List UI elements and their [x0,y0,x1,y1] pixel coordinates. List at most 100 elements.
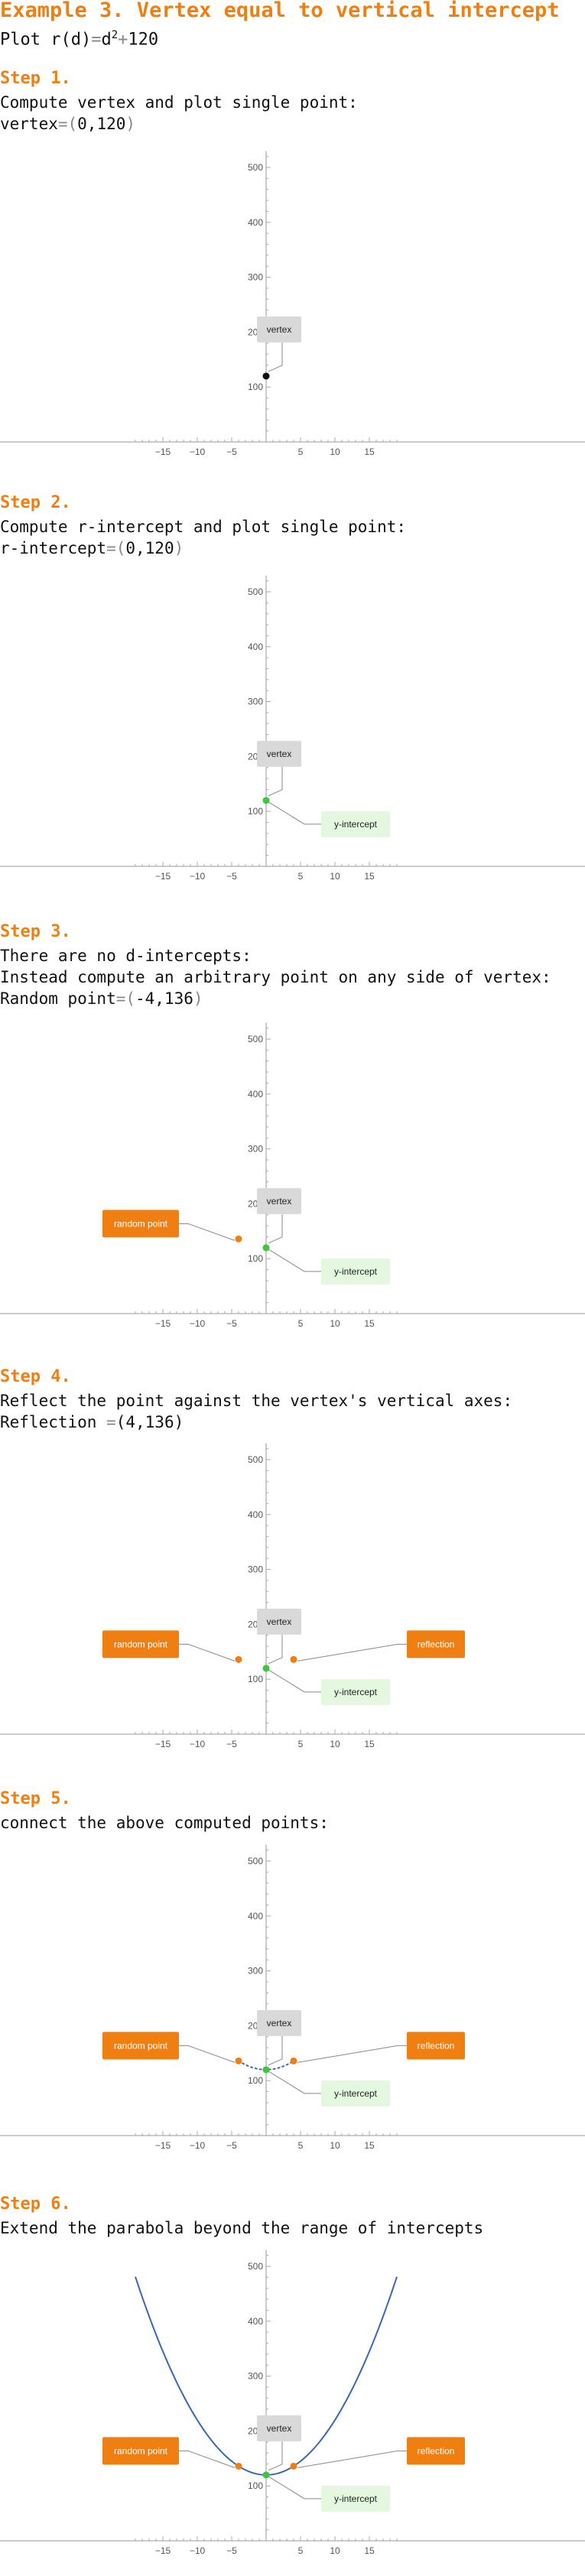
x-tick-label: 15 [364,1739,375,1749]
step-3-label: Step 3. [0,922,71,941]
x-tick-label: −10 [190,2140,206,2151]
intercept-label: y-intercept [334,819,378,830]
function-definition: Plot r(d)=d2+120 [0,29,158,49]
reflection-point [290,2057,297,2064]
intercept-leader-line [268,2476,321,2500]
text-segment: There are no d-intercepts: [0,947,252,965]
vertex-label-box [257,1187,301,1214]
x-tick-label: −10 [190,1739,206,1749]
random-label: random point [114,1218,168,1229]
intercept-label: y-intercept [334,1266,378,1277]
step-5-text-line: connect the above computed points: [0,1812,329,1834]
y-tick-label: 500 [248,1856,263,1866]
y-tick-label: 100 [248,2075,263,2086]
random-leader-line [179,2450,236,2468]
intercept-label: y-intercept [334,1687,378,1697]
text-segment: Reflection [0,1413,107,1431]
y-tick-label: 400 [248,2316,263,2327]
x-tick-label: −5 [226,871,237,882]
text-segment: = [106,1413,116,1431]
exponent: 2 [111,29,119,41]
y-tick-label: 300 [248,1966,263,1977]
reflection-label-box [407,2032,465,2060]
random-point [235,2462,242,2470]
y-tick-label: 400 [248,1089,263,1100]
random-label: random point [114,1639,168,1649]
random-label-box [102,2032,179,2060]
y-tick-label: 100 [248,2480,263,2491]
intercept-label-box [321,2485,390,2512]
intercept-label-box [321,2080,390,2107]
text-segment: (4,136) [115,1413,184,1431]
text-segment: Reflect the point against the vertex's v… [0,1392,513,1410]
text-segment: =( [57,115,78,133]
vertex-label-box [257,740,301,767]
y-tick-label: 300 [248,1144,263,1155]
text-segment: =( [106,539,126,557]
intercept-point [262,2066,270,2074]
intercept-label: y-intercept [334,2088,378,2099]
chart-4: −15 −10 −5 5 10 15100200300400500vertexy-inte… [0,1443,585,1749]
text-segment: r-intercept [0,539,107,557]
random-label: random point [114,2445,168,2456]
text-segment: Random point [0,989,116,1008]
vertex-leader-line [268,1634,283,1665]
x-tick-label: 10 [330,871,340,882]
intercept-label: y-intercept [334,2493,378,2504]
intercept-point [262,1244,270,1252]
random-point [235,1655,242,1663]
vertex-leader-line [268,1213,283,1244]
y-tick-label: 500 [248,2261,263,2272]
x-tick-label: 5 [298,2545,304,2556]
variable: d [101,30,112,50]
x-tick-label: 10 [330,1318,340,1329]
reflection-leader-line [297,1643,407,1662]
y-tick-label: 400 [248,1509,263,1520]
chart-5: −15 −10 −5 5 10 15100200300400500vertexy-inte… [0,1844,585,2151]
x-tick-label: −15 [155,1739,171,1749]
x-tick-label: −5 [226,447,237,457]
x-tick-label: −5 [226,1318,237,1329]
random-leader-line [179,2045,236,2063]
text-segment: Compute vertex and plot single point: [0,93,358,112]
vertex-leader-line [268,766,283,797]
x-tick-label: −5 [226,2140,237,2151]
y-tick-label: 500 [248,1034,263,1044]
reflection-label: reflection [418,1639,455,1649]
x-tick-label: 15 [364,447,375,457]
x-tick-label: −10 [190,447,206,457]
intercept-point [262,1665,270,1672]
vertex-label: vertex [267,2423,292,2434]
reflection-label-box [407,2437,465,2465]
y-tick-label: 100 [248,806,263,817]
text-segment: Extend the parabola beyond the range of … [0,2219,484,2237]
y-tick-label: 400 [248,1911,263,1921]
text-segment: vertex [0,115,58,133]
x-tick-label: −5 [226,1739,237,1749]
random-leader-line [179,1643,236,1662]
step-2-text-line: r-intercept=(0,120) [0,538,184,559]
reflection-point [290,1655,297,1663]
y-tick-label: 300 [248,697,263,707]
vertex-label: vertex [267,1196,292,1207]
step-4-text-line: Reflect the point against the vertex's v… [0,1390,512,1411]
x-tick-label: −10 [190,2545,206,2556]
function-name: r(d) [50,30,92,50]
vertex-point [262,372,270,380]
x-tick-label: 15 [364,871,375,882]
x-tick-label: −15 [155,447,171,457]
text-segment: -4,136 [135,989,193,1008]
intercept-label-box [321,1258,390,1285]
y-tick-label: 300 [248,1564,263,1575]
random-point [235,2057,242,2064]
text-segment: =( [115,989,136,1008]
step-3-text-line: There are no d-intercepts: [0,945,252,966]
page-title: Example 3. Vertex equal to vertical inte… [0,0,560,22]
x-tick-label: −5 [226,2545,237,2556]
x-tick-label: −15 [155,1318,171,1329]
constant: 120 [128,30,159,50]
step-1-label: Step 1. [0,69,71,88]
plot-prefix: Plot [0,30,51,50]
random-leader-line [179,1223,236,1241]
